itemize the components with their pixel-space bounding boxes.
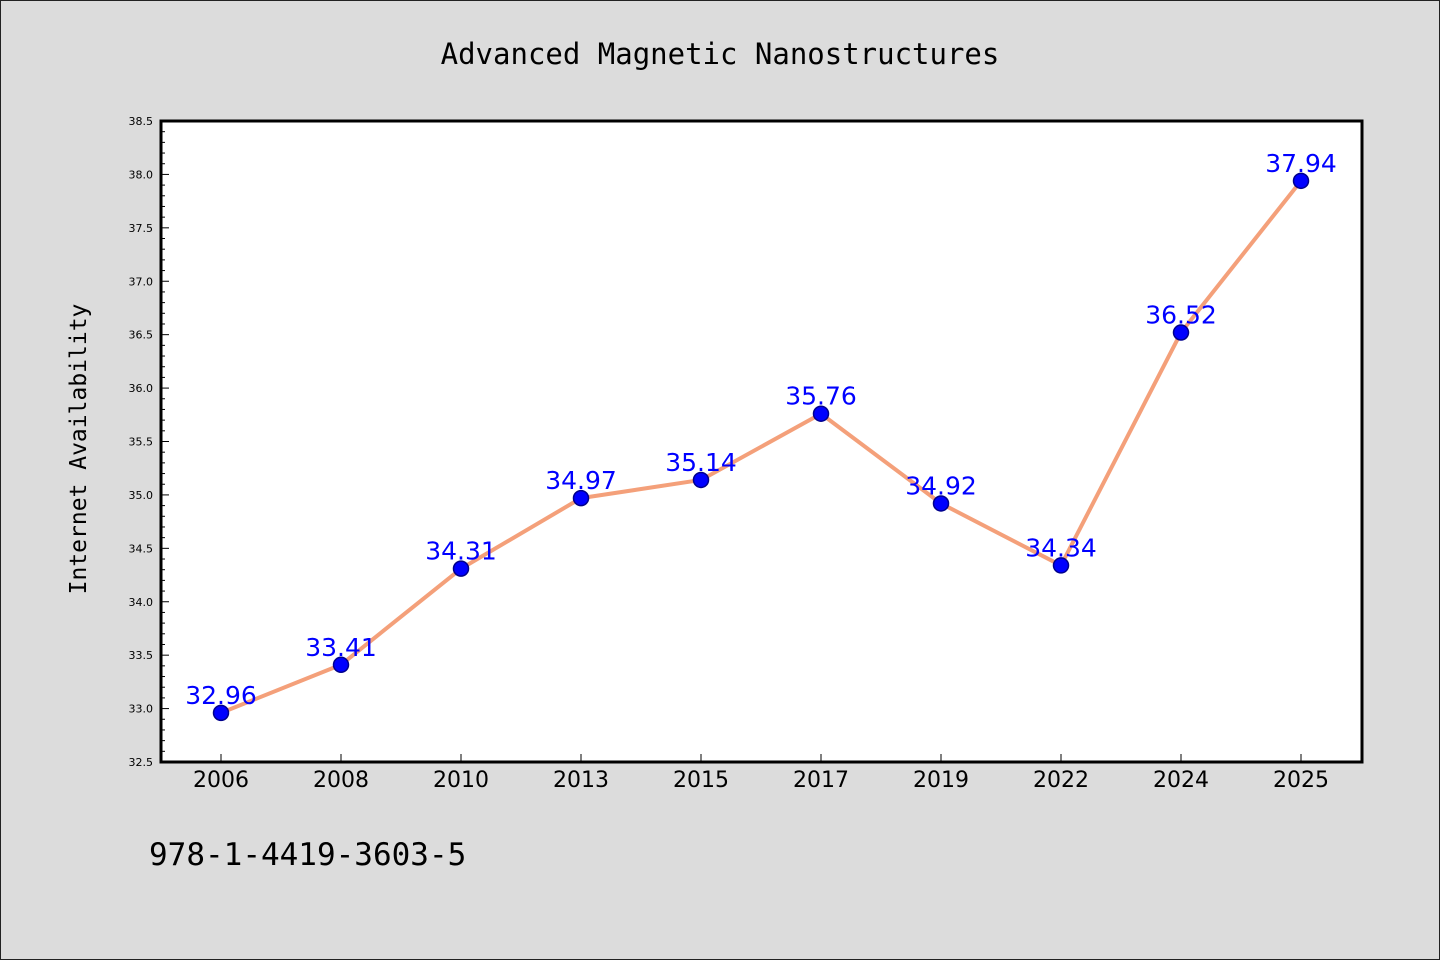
footer-code: 978-1-4419-3603-5 <box>149 837 466 873</box>
data-point <box>1172 324 1190 341</box>
x-tick-label: 2025 <box>1273 768 1329 793</box>
data-point <box>1292 172 1310 190</box>
x-tick-label: 2006 <box>193 768 249 793</box>
data-label: 34.92 <box>905 471 977 500</box>
y-tick-label: 32.5 <box>129 756 154 769</box>
data-point <box>212 704 230 722</box>
data-labels-group: 32.96 33.41 34.31 34.97 35.14 35.76 34.92 34.34… <box>185 149 1337 710</box>
y-tick-label: 36.5 <box>129 329 154 342</box>
data-label: 36.52 <box>1145 301 1217 330</box>
series-line-group <box>219 178 1303 715</box>
y-tick-label: 37.5 <box>129 222 154 235</box>
y-tick-label: 34.0 <box>129 596 154 609</box>
data-point <box>452 560 470 577</box>
y-axis-label: Internet Availability <box>66 304 92 595</box>
y-tick-label: 34.5 <box>129 542 154 555</box>
data-point <box>332 656 350 674</box>
y-tick-label: 38.5 <box>129 115 154 128</box>
y-tick-label: 35.5 <box>129 436 154 449</box>
x-axis: 2006 2008 2010 2013 2015 2017 2019 2022 2024 2025 <box>193 754 1329 793</box>
data-label: 35.14 <box>665 448 737 477</box>
data-label: 33.41 <box>305 633 377 662</box>
x-tick-label: 2022 <box>1033 768 1089 793</box>
data-point <box>572 489 590 507</box>
y-tick-label: 36.0 <box>129 382 154 395</box>
data-label: 37.94 <box>1265 149 1337 178</box>
x-tick-label: 2010 <box>433 768 489 793</box>
y-tick-label: 33.0 <box>129 703 154 716</box>
series-line <box>219 178 1303 715</box>
data-label: 34.34 <box>1025 533 1097 562</box>
data-label: 34.31 <box>425 537 497 566</box>
plot-area <box>159 119 1364 764</box>
data-point <box>932 495 950 512</box>
data-label: 32.96 <box>185 681 257 710</box>
x-tick-label: 2024 <box>1153 768 1209 793</box>
data-point <box>812 405 830 422</box>
x-tick-label: 2017 <box>793 768 849 793</box>
x-tick-label: 2019 <box>913 768 969 793</box>
chart-title: Advanced Magnetic Nanostructures <box>441 37 1000 71</box>
x-tick-label: 2015 <box>673 768 729 793</box>
data-label: 35.76 <box>785 382 857 411</box>
y-axis: 32.5 33.0 33.5 34.0 34.5 35.0 35.5 36.0 36.5 37.0… <box>129 115 169 769</box>
data-label: 34.97 <box>545 466 617 495</box>
y-tick-label: 37.0 <box>129 275 154 288</box>
data-markers-group <box>212 172 1310 722</box>
data-point <box>1052 557 1070 574</box>
x-tick-label: 2008 <box>313 768 369 793</box>
data-point <box>692 471 710 489</box>
y-tick-label: 33.5 <box>129 649 154 662</box>
y-tick-label: 35.0 <box>129 489 154 502</box>
y-tick-label: 38.0 <box>129 168 154 181</box>
x-tick-label: 2013 <box>553 768 609 793</box>
